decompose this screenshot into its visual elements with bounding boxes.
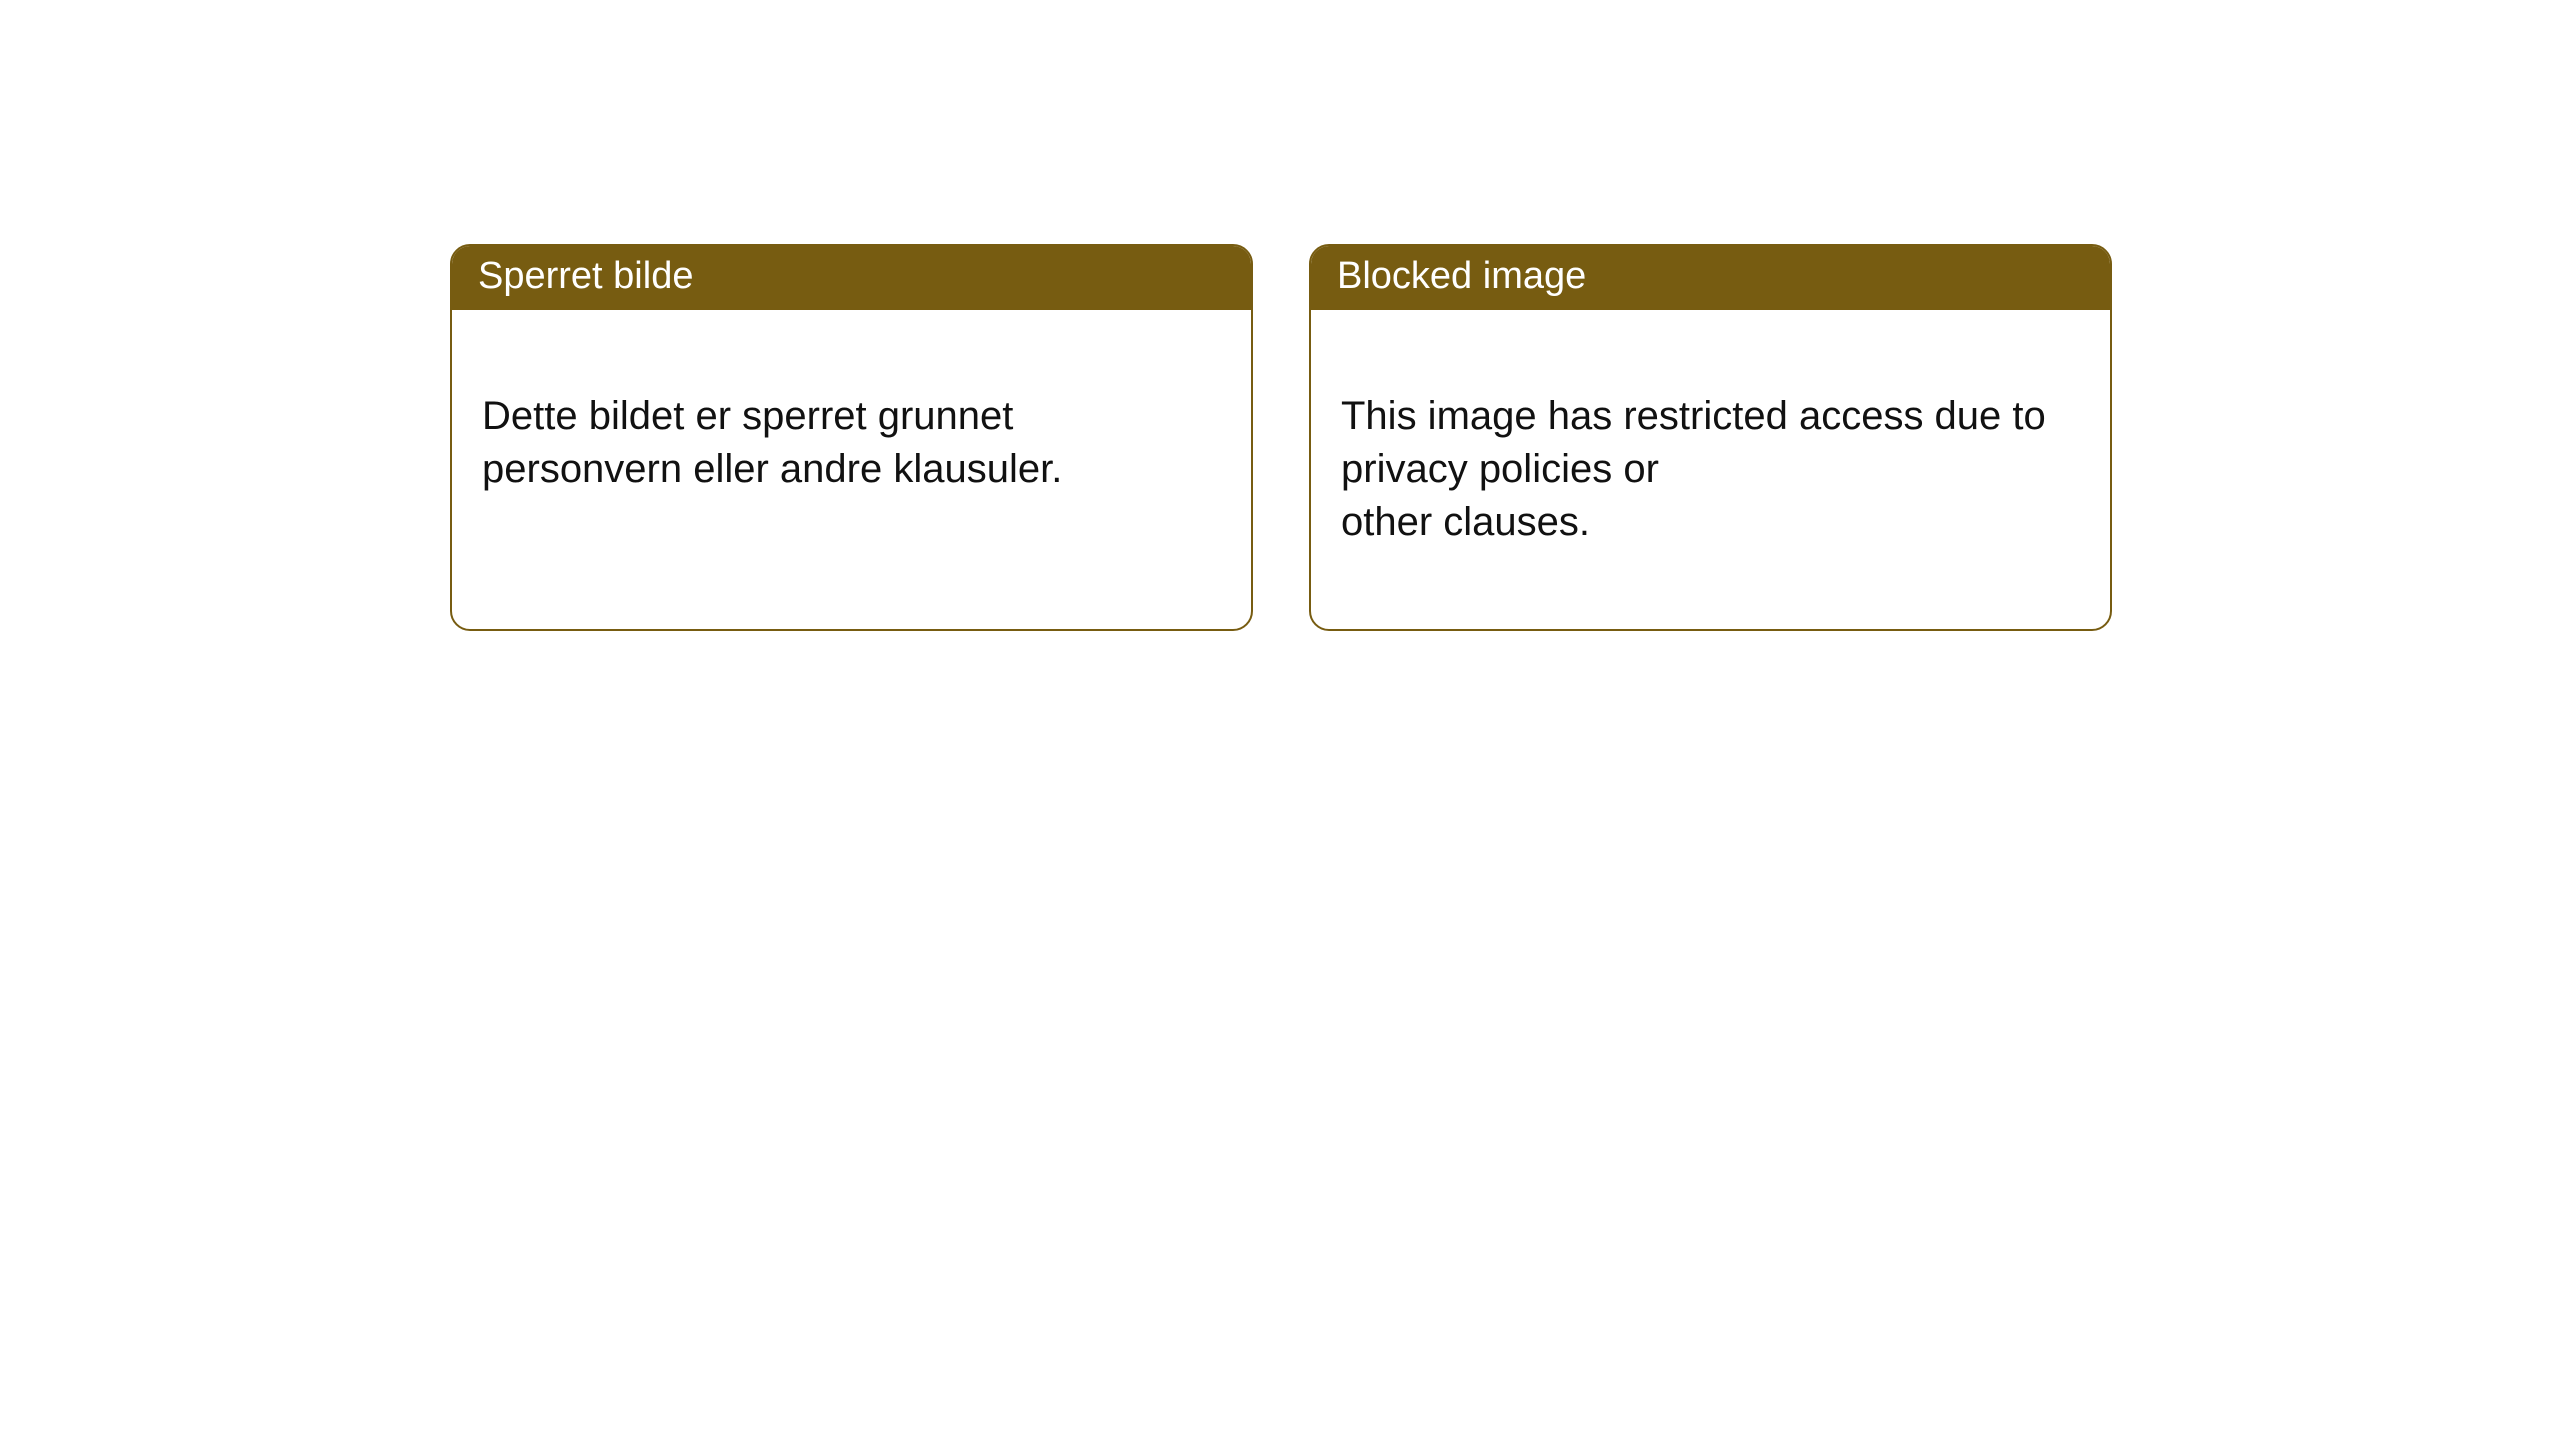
notice-container: Sperret bilde Dette bildet er sperret gr… xyxy=(0,0,2560,631)
card-header: Blocked image xyxy=(1311,246,2110,310)
blocked-image-card-en: Blocked image This image has restricted … xyxy=(1309,244,2112,631)
card-body-text: Dette bildet er sperret grunnet personve… xyxy=(482,394,1062,491)
card-title: Blocked image xyxy=(1337,255,1586,297)
card-body: This image has restricted access due to … xyxy=(1311,310,2110,629)
card-header: Sperret bilde xyxy=(452,246,1251,310)
blocked-image-card-no: Sperret bilde Dette bildet er sperret gr… xyxy=(450,244,1253,631)
card-title: Sperret bilde xyxy=(478,255,693,297)
card-body: Dette bildet er sperret grunnet personve… xyxy=(452,310,1251,576)
card-body-text: This image has restricted access due to … xyxy=(1341,394,2046,544)
